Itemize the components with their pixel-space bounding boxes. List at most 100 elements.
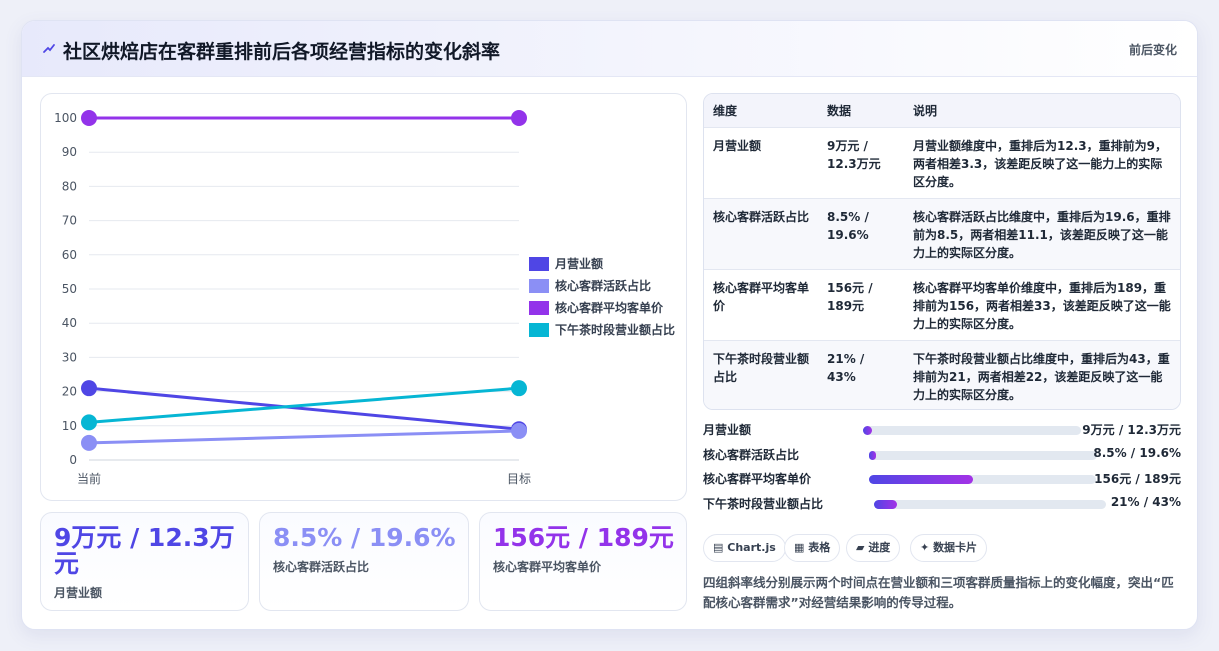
data-point bbox=[511, 422, 527, 439]
chart-icon: ▤ bbox=[713, 541, 724, 554]
table-header-cell: 说明 bbox=[904, 94, 1180, 128]
legend-swatch bbox=[529, 257, 549, 271]
table-icon: ▦ bbox=[794, 541, 805, 554]
progress-track bbox=[874, 500, 1106, 509]
progress-fill bbox=[869, 451, 876, 460]
table-row: 核心客群平均客单价 156元 / 189元 核心客群平均客单价维度中，重排后为1… bbox=[704, 269, 1180, 341]
legend-label: 核心客群平均客单价 bbox=[555, 300, 664, 315]
y-tick-label: 90 bbox=[62, 145, 77, 159]
chip-progress[interactable]: ▰ 进度 bbox=[846, 534, 901, 562]
x-tick-label: 目标 bbox=[507, 472, 531, 486]
kpi-label: 核心客群活跃占比 bbox=[273, 560, 370, 574]
table-cell-data: 8.5% / 19.6% bbox=[818, 198, 904, 270]
progress-row-active-ratio: 核心客群活跃占比 8.5% / 19.6% bbox=[703, 446, 1181, 466]
kpi-value: 8.5% / 19.6% bbox=[273, 523, 456, 552]
y-tick-label: 30 bbox=[62, 350, 77, 364]
progress-fill bbox=[869, 475, 974, 484]
table-row: 下午茶时段营业额占比 21% / 43% 下午茶时段营业额占比维度中，重排后为4… bbox=[704, 340, 1180, 409]
legend-label: 月营业额 bbox=[554, 256, 603, 271]
series-line bbox=[88, 386, 520, 424]
data-table-panel: 维度 数据 说明 月营业额 9万元 / 12.3万元 月营业额维度中，重排后为1… bbox=[703, 93, 1181, 410]
legend-swatch bbox=[529, 279, 549, 293]
series-line bbox=[88, 429, 520, 445]
chip-label: 进度 bbox=[868, 541, 891, 554]
table-header-row: 维度 数据 说明 bbox=[704, 94, 1180, 128]
y-tick-label: 50 bbox=[62, 282, 77, 296]
header-mode-label: 前后变化 bbox=[1128, 43, 1177, 57]
progress-label: 核心客群平均客单价 bbox=[703, 472, 812, 486]
kpi-value: 9万元 / 12.3万元 bbox=[54, 523, 235, 578]
x-tick-label: 当前 bbox=[77, 471, 101, 486]
progress-row-revenue: 月营业额 9万元 / 12.3万元 bbox=[703, 421, 1181, 441]
sparkle-icon: ✦ bbox=[920, 541, 930, 554]
page-title: 社区烘焙店在客群重排前后各项经营指标的变化斜率 bbox=[63, 41, 501, 63]
slope-chart-panel: 0 10 20 30 40 50 60 70 80 90 100 当前 目标 月营业额核心客群活跃占比 核心… bbox=[40, 93, 687, 501]
table-cell-description: 月营业额维度中，重排后为12.3，重排前为9，两者相差3.3，该差距反映了这一能… bbox=[904, 127, 1180, 199]
progress-fill bbox=[863, 426, 872, 435]
chip-label: 数据卡片 bbox=[933, 541, 978, 554]
progress-track bbox=[869, 475, 1096, 484]
trend-spark-icon bbox=[43, 44, 55, 53]
kpi-value: 156元 / 189元 bbox=[493, 523, 674, 552]
data-point bbox=[511, 110, 527, 126]
y-tick-label: 0 bbox=[69, 453, 77, 467]
chip-data-card[interactable]: ✦ 数据卡片 bbox=[910, 534, 988, 562]
data-point bbox=[511, 380, 527, 397]
progress-track bbox=[869, 451, 1097, 460]
y-tick-label: 70 bbox=[62, 214, 77, 228]
table-cell-description: 下午茶时段营业额占比维度中，重排后为43，重排前为21，两者相差22，该差距反映… bbox=[904, 340, 1180, 409]
chip-table[interactable]: ▦ 表格 bbox=[784, 534, 841, 562]
table-cell-description: 核心客群活跃占比维度中，重排后为19.6，重排前为8.5，两者相差11.1，该差… bbox=[904, 198, 1180, 270]
legend-swatch bbox=[529, 323, 549, 337]
chip-label: Chart.js bbox=[727, 541, 776, 554]
data-point bbox=[81, 110, 97, 126]
progress-value: 8.5% / 19.6% bbox=[1093, 446, 1181, 460]
kpi-label: 月营业额 bbox=[54, 586, 103, 600]
data-point bbox=[81, 434, 97, 451]
chip-chartjs[interactable]: ▤ Chart.js bbox=[703, 534, 786, 562]
progress-label: 核心客群活跃占比 bbox=[703, 448, 800, 462]
kpi-card-active-ratio: 8.5% / 19.6% 核心客群活跃占比 bbox=[259, 512, 469, 611]
table-cell-dimension: 核心客群活跃占比 bbox=[704, 198, 818, 270]
y-tick-label: 80 bbox=[62, 179, 77, 193]
y-tick-label: 60 bbox=[62, 248, 77, 262]
progress-value: 21% / 43% bbox=[1110, 495, 1181, 509]
progress-label: 下午茶时段营业额占比 bbox=[703, 497, 824, 511]
table-cell-data: 9万元 / 12.3万元 bbox=[818, 127, 904, 199]
progress-row-avg-price: 核心客群平均客单价 156元 / 189元 bbox=[703, 470, 1181, 490]
kpi-card-revenue: 9万元 / 12.3万元 月营业额 bbox=[40, 512, 249, 611]
table-header-cell: 维度 bbox=[704, 94, 818, 128]
legend-label: 下午茶时段营业额占比 bbox=[555, 322, 675, 337]
y-tick-label: 10 bbox=[62, 419, 77, 433]
chip-label: 表格 bbox=[808, 541, 831, 554]
legend-swatch bbox=[529, 301, 549, 315]
progress-value: 9万元 / 12.3万元 bbox=[1082, 423, 1181, 437]
progress-value: 156元 / 189元 bbox=[1094, 472, 1181, 486]
chart-description: 四组斜率线分别展示两个时间点在营业额和三项客群质量指标上的变化幅度，突出“匹配核… bbox=[703, 575, 1174, 610]
slope-chart: 0 10 20 30 40 50 60 70 80 90 100 当前 目标 月营业额核心客群活跃占比核心… bbox=[54, 110, 675, 486]
table-header-cell: 数据 bbox=[818, 94, 904, 128]
data-table: 维度 数据 说明 月营业额 9万元 / 12.3万元 月营业额维度中，重排后为1… bbox=[704, 94, 1180, 409]
y-tick-label: 20 bbox=[62, 385, 77, 399]
card-header: 社区烘焙店在客群重排前后各项经营指标的变化斜率 前后变化 bbox=[22, 21, 1197, 77]
y-tick-label: 100 bbox=[54, 111, 77, 125]
progress-track bbox=[863, 426, 1081, 435]
legend-label: 核心客群活跃占比 bbox=[555, 278, 651, 293]
table-cell-dimension: 核心客群平均客单价 bbox=[704, 269, 818, 341]
table-cell-data: 21% / 43% bbox=[818, 340, 904, 409]
table-cell-dimension: 下午茶时段营业额占比 bbox=[704, 340, 818, 409]
progress-label: 月营业额 bbox=[703, 423, 752, 437]
data-point bbox=[81, 380, 97, 397]
kpi-card-avg-price: 156元 / 189元 核心客群平均客单价 bbox=[479, 512, 687, 611]
series-line bbox=[88, 386, 520, 431]
table-row: 月营业额 9万元 / 12.3万元 月营业额维度中，重排后为12.3，重排前为9… bbox=[704, 127, 1180, 199]
table-cell-dimension: 月营业额 bbox=[704, 127, 818, 199]
y-tick-label: 40 bbox=[62, 316, 77, 330]
table-row: 核心客群活跃占比 8.5% / 19.6% 核心客群活跃占比维度中，重排后为19… bbox=[704, 198, 1180, 270]
progress-row-afternoon-ratio: 下午茶时段营业额占比 21% / 43% bbox=[703, 495, 1181, 515]
progress-fill bbox=[874, 500, 898, 509]
kpi-label: 核心客群平均客单价 bbox=[493, 560, 602, 574]
dashboard-card: 社区烘焙店在客群重排前后各项经营指标的变化斜率 前后变化 0 10 20 30 40 50… bbox=[21, 20, 1198, 630]
progress-icon: ▰ bbox=[856, 541, 865, 554]
table-cell-data: 156元 / 189元 bbox=[818, 269, 904, 341]
